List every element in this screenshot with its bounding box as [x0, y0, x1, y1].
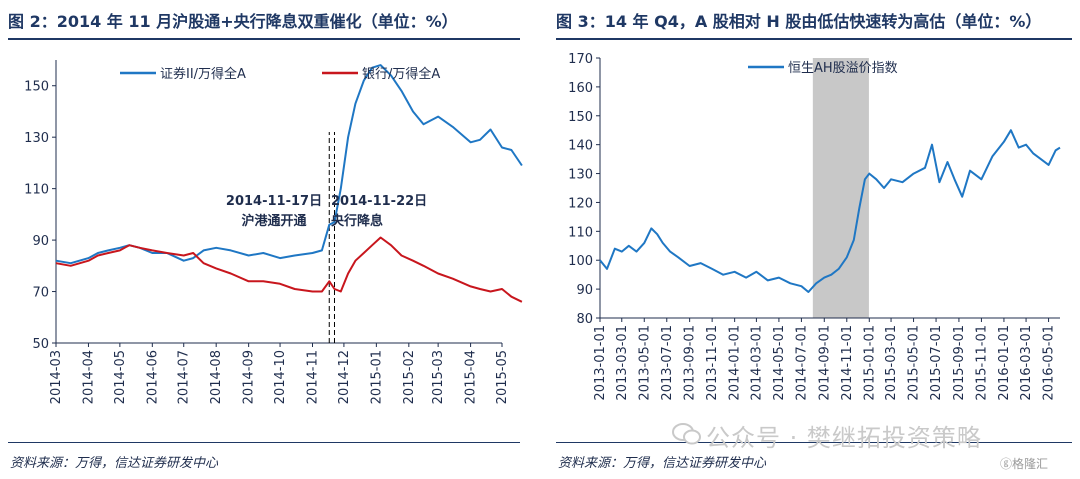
x-tick-label: 2015-02: [402, 350, 417, 404]
chart-panel-right: 图 3：14 年 Q4，A 股相对 H 股由低估快速转为高估（单位：%） 80 9…: [548, 0, 1080, 479]
series-line-1: [599, 129, 1061, 293]
x-tick-label: 2013-09-01: [683, 325, 698, 401]
annotation-label: 沪港通开通: [241, 213, 306, 229]
y-tick-label: 90: [32, 234, 49, 249]
y-tick-label: 110: [24, 183, 49, 198]
x-tick-label: 2016-05-01: [1042, 325, 1057, 401]
x-tick-label: 2014-09: [242, 350, 257, 404]
x-tick-label: 2015-11-01: [974, 325, 989, 401]
annotation-label: 2014-11-22日: [331, 194, 427, 209]
chart-panel-left: 图 2：2014 年 11 月沪股通+央行降息双重催化（单位：%） 50 70 90…: [0, 0, 528, 479]
x-tick-label: 2014-03: [49, 350, 64, 404]
x-tick-label: 2014-08: [209, 350, 224, 404]
y-tick-label: 130: [568, 168, 593, 183]
y-tick-label: 160: [568, 81, 593, 96]
x-tick-label: 2014-05: [113, 350, 128, 404]
x-tick-label: 2016-01-01: [997, 325, 1012, 401]
x-tick-label: 2015-05-01: [907, 325, 922, 401]
annotation-label: 2014-11-17日: [226, 194, 322, 209]
y-tick-label: 150: [568, 110, 593, 125]
x-tick-label: 2015-04: [464, 350, 479, 404]
x-tick-label: 2015-03: [431, 350, 446, 404]
x-tick-label: 2015-07-01: [929, 325, 944, 401]
y-tick-label: 110: [568, 225, 593, 240]
line-chart-left: 50 70 90 110 130 150 2014-03 2014-04 2014-05 2014…: [24, 60, 523, 404]
watermark: 公众号 · 樊继拓投资策略: [668, 418, 982, 453]
x-tick-label: 2016-03-01: [1019, 325, 1034, 401]
footer-rule-left: [8, 442, 520, 443]
legend-label: 恒生AH股溢价指数: [788, 61, 898, 76]
y-tick-label: 170: [568, 52, 593, 67]
x-tick-label: 2014-10: [273, 350, 288, 404]
x-tick-label: 2013-03-01: [615, 325, 630, 401]
source-note-right: 资料来源：万得，信达证券研发中心: [558, 456, 767, 471]
chart-title-right: 图 3：14 年 Q4，A 股相对 H 股由低估快速转为高估（单位：%）: [556, 12, 1042, 31]
x-tick-label: 2015-03-01: [884, 325, 899, 401]
x-tick-label: 2013-01-01: [593, 325, 608, 401]
x-tick-label: 2014-01-01: [728, 325, 743, 401]
x-tick-label: 2014-07: [177, 350, 192, 404]
x-tick-label: 2014-11: [306, 350, 321, 404]
logo: ⓖ格隆汇: [1000, 457, 1049, 471]
y-tick-label: 90: [576, 283, 593, 298]
footer-rule-right: [556, 442, 1072, 443]
source-note-left: 资料来源：万得，信达证券研发中心: [10, 456, 219, 471]
line-chart-right: 80 90 100 110 120 130 140 150 160 170 2013-01-01 20…: [568, 52, 1061, 401]
watermark-text: 公众号 · 樊继拓投资策略: [706, 424, 982, 452]
x-tick-label: 2014-12: [337, 350, 352, 404]
shaded-region: [812, 58, 869, 318]
title-rule-right: [556, 38, 1072, 40]
x-tick-label: 2014-11-01: [840, 325, 855, 401]
x-tick-label: 2015-01: [369, 350, 384, 404]
series-line-2: [55, 236, 523, 303]
y-tick-label: 120: [568, 196, 593, 211]
x-tick-label: 2014-03-01: [749, 325, 764, 401]
legend-label: 银行/万得全A: [362, 66, 440, 82]
x-tick-label: 2014-09-01: [817, 325, 832, 401]
y-tick-label: 50: [32, 337, 49, 352]
title-rule-left: [8, 38, 520, 40]
logo-text: 格隆汇: [1012, 457, 1049, 471]
x-tick-label: 2014-05-01: [772, 325, 787, 401]
chart-title-left: 图 2：2014 年 11 月沪股通+央行降息双重催化（单位：%）: [8, 12, 458, 31]
x-tick-label: 2015-09-01: [952, 325, 967, 401]
wechat-icon: [672, 423, 701, 445]
x-tick-label: 2015-05: [495, 350, 510, 404]
y-tick-label: 130: [24, 131, 49, 146]
legend-label: 证券II/万得全A: [160, 66, 246, 82]
y-tick-label: 70: [32, 286, 49, 301]
series-line-1: [55, 64, 523, 265]
x-tick-label: 2014-07-01: [794, 325, 809, 401]
x-tick-label: 2013-05-01: [637, 325, 652, 401]
y-tick-label: 150: [24, 80, 49, 95]
y-tick-label: 100: [568, 254, 593, 269]
x-tick-label: 2014-04: [81, 350, 96, 404]
x-tick-label: 2014-06: [145, 350, 160, 404]
x-tick-label: 2013-07-01: [660, 325, 675, 401]
x-tick-label: 2015-01-01: [862, 325, 877, 401]
y-tick-label: 80: [576, 312, 593, 327]
x-tick-label: 2013-11-01: [705, 325, 720, 401]
y-tick-label: 140: [568, 139, 593, 154]
annotation-label: 央行降息: [331, 213, 383, 229]
